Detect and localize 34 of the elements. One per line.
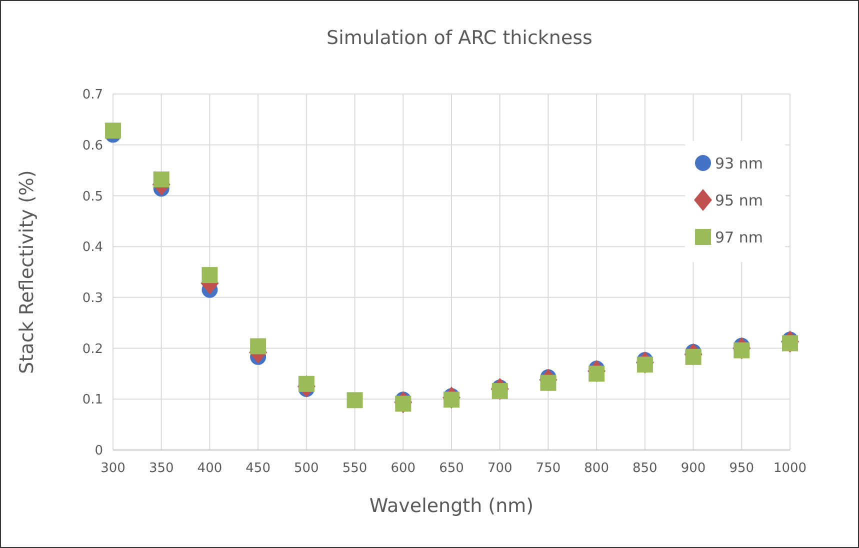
legend-label: 95 nm (715, 191, 763, 210)
y-tick-label: 0 (94, 444, 103, 459)
point (250, 338, 266, 354)
x-tick-label: 1000 (773, 461, 807, 476)
x-tick-label: 500 (294, 461, 319, 476)
legend-label: 97 nm (715, 228, 763, 246)
point (346, 392, 363, 408)
y-tick-label: 0.6 (82, 138, 103, 154)
chart-title: Simulation of ARC thickness (326, 27, 592, 49)
y-tick-label: 0.4 (82, 240, 103, 256)
x-tick-label: 650 (439, 461, 464, 476)
x-tick-label: 550 (342, 461, 368, 476)
y-tick-label: 0.5 (82, 189, 103, 204)
y-tick-label: 0.1 (82, 392, 103, 408)
x-axis-title: Wavelength (nm) (369, 495, 534, 517)
x-tick-label: 800 (584, 461, 609, 476)
x-tick-label: 950 (729, 461, 754, 476)
x-tick-label: 600 (390, 461, 416, 476)
y-tick-label: 0.2 (82, 342, 103, 357)
point (202, 267, 218, 284)
legend-label: 93 nm (715, 154, 763, 172)
point (105, 122, 121, 139)
x-tick-label: 750 (536, 461, 561, 476)
y-axis-title: Stack Reflectivity (%) (16, 170, 38, 374)
y-tick-label: 0.3 (82, 290, 103, 306)
y-tick-label: 0.7 (82, 88, 103, 103)
x-tick-label: 850 (632, 461, 658, 476)
x-tick-label: 450 (246, 461, 270, 476)
x-tick-label: 700 (487, 461, 512, 476)
x-tick-label: 900 (680, 461, 706, 476)
x-tick-label: 300 (100, 461, 126, 476)
x-tick-label: 350 (148, 461, 174, 476)
x-tick-label: 400 (197, 461, 222, 476)
point (153, 171, 170, 188)
